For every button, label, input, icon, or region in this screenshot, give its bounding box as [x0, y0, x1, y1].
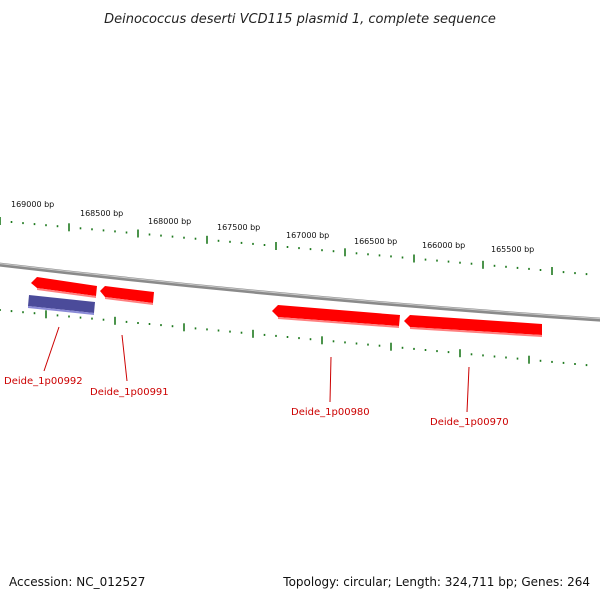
leader-line-deide-1p00980 — [329, 356, 332, 403]
bp-label: 169000 bp — [11, 200, 54, 209]
gene-deide-1p00970[interactable] — [404, 315, 542, 337]
outer-tick-ring — [0, 217, 588, 276]
map-title: Deinococcus deserti VCD115 plasmid 1, co… — [104, 12, 496, 27]
bp-label: 168000 bp — [148, 217, 191, 226]
bp-labels: 169000 bp 168500 bp 168000 bp 167500 bp … — [11, 200, 534, 254]
gene-red-1[interactable] — [31, 277, 97, 298]
bp-label: 167500 bp — [217, 223, 260, 232]
gene-label-deide-1p00980[interactable]: Deide_1p00980 — [291, 407, 370, 418]
gene-label-deide-1p00991[interactable]: Deide_1p00991 — [90, 387, 169, 398]
bp-label: 168500 bp — [80, 209, 123, 218]
bp-label: 166500 bp — [354, 237, 397, 246]
leader-line-deide-1p00991 — [121, 334, 128, 382]
gene-labels: Deide_1p00992 Deide_1p00991 Deide_1p0098… — [4, 376, 509, 428]
gene-features — [28, 277, 542, 337]
topology-summary: Topology: circular; Length: 324,711 bp; … — [282, 575, 590, 589]
leader-line-deide-1p00970 — [466, 366, 470, 413]
inner-tick-ring — [0, 309, 588, 367]
gene-label-deide-1p00970[interactable]: Deide_1p00970 — [430, 417, 509, 428]
gene-deide-1p00992[interactable] — [28, 295, 95, 315]
leader-line-deide-1p00992 — [43, 326, 60, 372]
gene-leader-lines — [43, 326, 470, 413]
bp-label: 166000 bp — [422, 241, 465, 250]
bp-label: 167000 bp — [286, 231, 329, 240]
bp-label: 165500 bp — [491, 245, 534, 254]
gene-deide-1p00980[interactable] — [272, 305, 400, 328]
backbone-highlight — [0, 263, 600, 320]
accession-label: Accession: NC_012527 — [9, 575, 145, 589]
plasmid-backbone — [0, 262, 600, 322]
gene-label-deide-1p00992[interactable]: Deide_1p00992 — [4, 376, 83, 387]
gene-deide-1p00991[interactable] — [100, 286, 154, 305]
